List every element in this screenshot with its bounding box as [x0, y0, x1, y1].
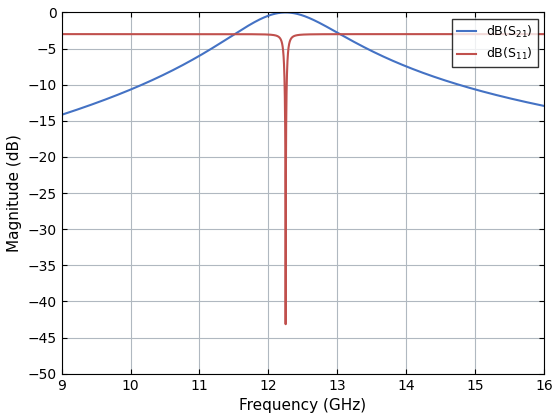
Y-axis label: Magnitude (dB): Magnitude (dB)	[7, 134, 22, 252]
X-axis label: Frequency (GHz): Frequency (GHz)	[239, 398, 366, 413]
Legend: dB(S$_{21}$), dB(S$_{11}$): dB(S$_{21}$), dB(S$_{11}$)	[452, 19, 538, 67]
